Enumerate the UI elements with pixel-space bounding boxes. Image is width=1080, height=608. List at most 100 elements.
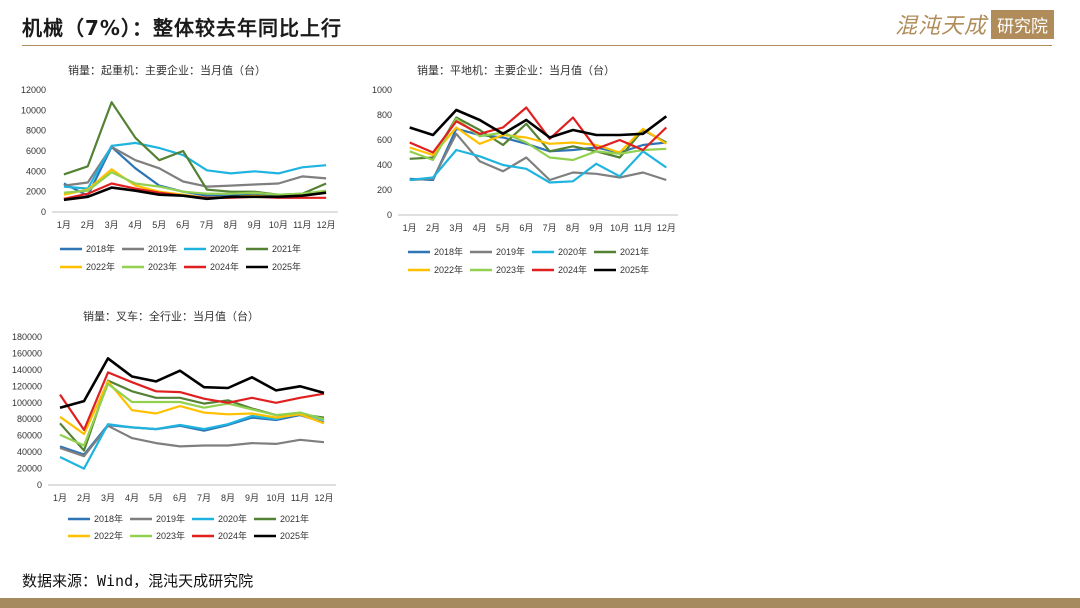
series-line-2025年 [409,108,668,139]
legend-label: 2024年 [210,261,239,272]
legend-label: 2024年 [218,530,247,541]
x-tick-label: 4月 [125,493,139,503]
y-tick-label: 12000 [21,85,46,95]
legend-label: 2022年 [94,530,123,541]
series-line-2019年 [63,145,327,188]
x-tick-label: 12月 [317,220,336,230]
y-tick-label: 0 [387,210,392,220]
page-title: 机械（7%）：整体较去年同比上行 [22,16,342,40]
x-tick-label: 12月 [314,493,333,503]
y-tick-label: 120000 [12,381,42,391]
chart-title-forklift: 销量：叉车：全行业：当月值（台） [83,310,259,323]
x-tick-label: 3月 [101,493,115,503]
x-tick-label: 7月 [543,223,557,233]
y-tick-label: 600 [377,135,392,145]
x-tick-label: 5月 [152,220,166,230]
legend-label: 2021年 [280,513,309,524]
legend-label: 2019年 [148,243,177,254]
x-tick-label: 2月 [426,223,440,233]
legend-label: 2018年 [86,243,115,254]
y-tick-label: 100000 [12,398,42,408]
x-tick-label: 6月 [519,223,533,233]
y-tick-label: 60000 [17,431,42,441]
x-tick-label: 8月 [566,223,580,233]
legend-label: 2019年 [496,246,525,257]
legend-label: 2021年 [620,246,649,257]
legend-label: 2022年 [86,261,115,272]
x-tick-label: 9月 [245,493,259,503]
legend-label: 2022年 [434,264,463,275]
x-tick-label: 8月 [224,220,238,230]
x-tick-label: 3月 [105,220,119,230]
series-line-2025年 [59,357,325,409]
x-tick-label: 11月 [293,220,311,230]
x-tick-label: 3月 [449,223,463,233]
series-line-2020年 [63,141,327,190]
y-tick-label: 200 [377,185,392,195]
x-tick-label: 6月 [176,220,190,230]
brand-logo: 混沌天成 研究院 [895,8,1054,40]
x-tick-label: 11月 [291,493,309,503]
chart-title-grader: 销量：平地机：主要企业：当月值（台） [417,64,615,77]
y-tick-label: 140000 [12,365,42,375]
footer-bar [0,598,1080,608]
header-divider [22,45,1052,46]
legend-label: 2020年 [558,246,587,257]
series-line-2023年 [63,171,327,196]
x-tick-label: 8月 [221,493,235,503]
legend-label: 2024年 [558,264,587,275]
y-tick-label: 800 [377,110,392,120]
x-tick-label: 2月 [81,220,95,230]
logo-script-text: 混沌天成 [894,14,987,39]
chart-grader: 0 200 400 600 800 1000 1月 2月 3月 4月 5月 6月 7月 8月 9月 10月 11… [372,85,678,275]
legend-label: 2025年 [620,264,649,275]
x-tick-label: 10月 [266,493,285,503]
series-line-2020年 [59,411,325,470]
y-tick-label: 160000 [12,348,42,358]
y-tick-label: 400 [377,160,392,170]
legend-label: 2023年 [148,261,177,272]
y-tick-label: 180000 [12,332,42,342]
x-tick-label: 4月 [473,223,487,233]
legend-label: 2018年 [94,513,123,524]
y-tick-label: 40000 [17,447,42,457]
x-tick-label: 1月 [403,223,417,233]
logo-box-text: 研究院 [991,9,1054,39]
x-tick-label: 4月 [128,220,142,230]
x-tick-label: 1月 [53,493,67,503]
x-tick-label: 6月 [173,493,187,503]
x-tick-label: 12月 [657,223,676,233]
x-tick-label: 10月 [269,220,288,230]
legend-label: 2019年 [156,513,185,524]
x-tick-label: 1月 [57,220,71,230]
chart-crane: 0 2000 4000 6000 8000 10000 12000 1月 2月 3月 4月 5月 6月 7… [21,85,338,272]
source-note: 数据来源：Wind，混沌天成研究院 [22,572,254,590]
y-tick-label: 80000 [17,414,42,424]
series-line-2023年 [59,382,325,447]
x-tick-label: 7月 [200,220,214,230]
y-tick-label: 6000 [26,146,46,156]
y-tick-label: 4000 [26,166,46,176]
legend-label: 2025年 [280,530,309,541]
y-tick-label: 10000 [21,105,46,115]
legend-label: 2023年 [156,530,185,541]
chart-title-crane: 销量：起重机：主要企业：当月值（台） [68,64,266,77]
y-tick-label: 1000 [372,85,392,95]
series-line-2024年 [59,371,325,431]
y-tick-label: 8000 [26,126,46,136]
y-tick-label: 2000 [26,187,46,197]
y-tick-label: 20000 [17,464,42,474]
y-tick-label: 0 [41,207,46,217]
x-tick-label: 10月 [610,223,629,233]
legend-label: 2021年 [272,243,301,254]
x-tick-label: 7月 [197,493,211,503]
series-line-2020年 [409,148,667,184]
x-tick-label: 2月 [77,493,91,503]
legend-label: 2020年 [218,513,247,524]
legend-label: 2025年 [272,261,301,272]
series-line-2019年 [409,132,667,182]
chart-forklift: 0 20000 40000 60000 80000 100000 120000 140000 1… [12,332,336,541]
legend-label: 2018年 [434,246,463,257]
x-tick-label: 9月 [589,223,603,233]
series-line-2024年 [409,106,668,154]
